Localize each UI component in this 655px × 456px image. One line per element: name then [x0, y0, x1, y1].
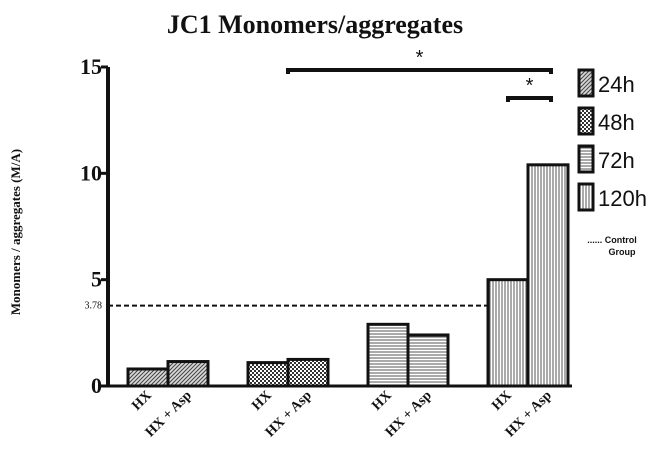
- chart-title: JC1 Monomers/aggregates: [167, 10, 463, 39]
- y-axis-label: Monomers / aggregates (M/A): [8, 149, 23, 315]
- significance-star: *: [526, 75, 534, 97]
- x-tick-label: HX: [369, 388, 394, 413]
- legend-swatch-120h: [577, 182, 595, 212]
- legend-label-24h: 24h: [598, 72, 635, 97]
- legend-label-72h: 72h: [598, 148, 635, 173]
- significance-brackets: **: [286, 47, 553, 102]
- legend-swatch-72h: [577, 144, 595, 174]
- legend-control-label-line2: Group: [609, 247, 636, 257]
- bar-24h-hx-asp: [166, 360, 210, 388]
- x-tick-label: HX: [129, 388, 154, 413]
- significance-bracket: [286, 68, 553, 74]
- y-tick-label: 0: [91, 373, 102, 398]
- bar-72h-hx-asp: [406, 333, 450, 388]
- bar-120h-hx-asp: [526, 163, 570, 388]
- bars-group: [126, 163, 570, 388]
- legend: 24h 48h 72h 120h ...... Control Group: [577, 68, 647, 257]
- legend-label-120h: 120h: [598, 186, 647, 211]
- legend-control-label: ...... Control: [587, 235, 637, 245]
- significance-bracket: [506, 96, 553, 102]
- bar-48h-hx: [246, 361, 290, 388]
- y-tick-label: 15: [80, 54, 102, 79]
- legend-label-48h: 48h: [598, 110, 635, 135]
- x-tick-label: HX: [489, 388, 514, 413]
- y-tick-label: 5: [91, 267, 102, 292]
- legend-swatch-24h: [577, 68, 595, 98]
- y-tick-label: 10: [80, 160, 102, 185]
- reference-value-label: 3.78: [85, 301, 103, 312]
- bar-24h-hx: [126, 367, 170, 388]
- x-tick-label: HX: [249, 388, 274, 413]
- bar-72h-hx: [366, 322, 410, 388]
- bar-120h-hx: [486, 278, 530, 388]
- legend-swatch-48h: [577, 106, 595, 136]
- significance-star: *: [416, 47, 424, 69]
- bar-48h-hx-asp: [286, 357, 330, 388]
